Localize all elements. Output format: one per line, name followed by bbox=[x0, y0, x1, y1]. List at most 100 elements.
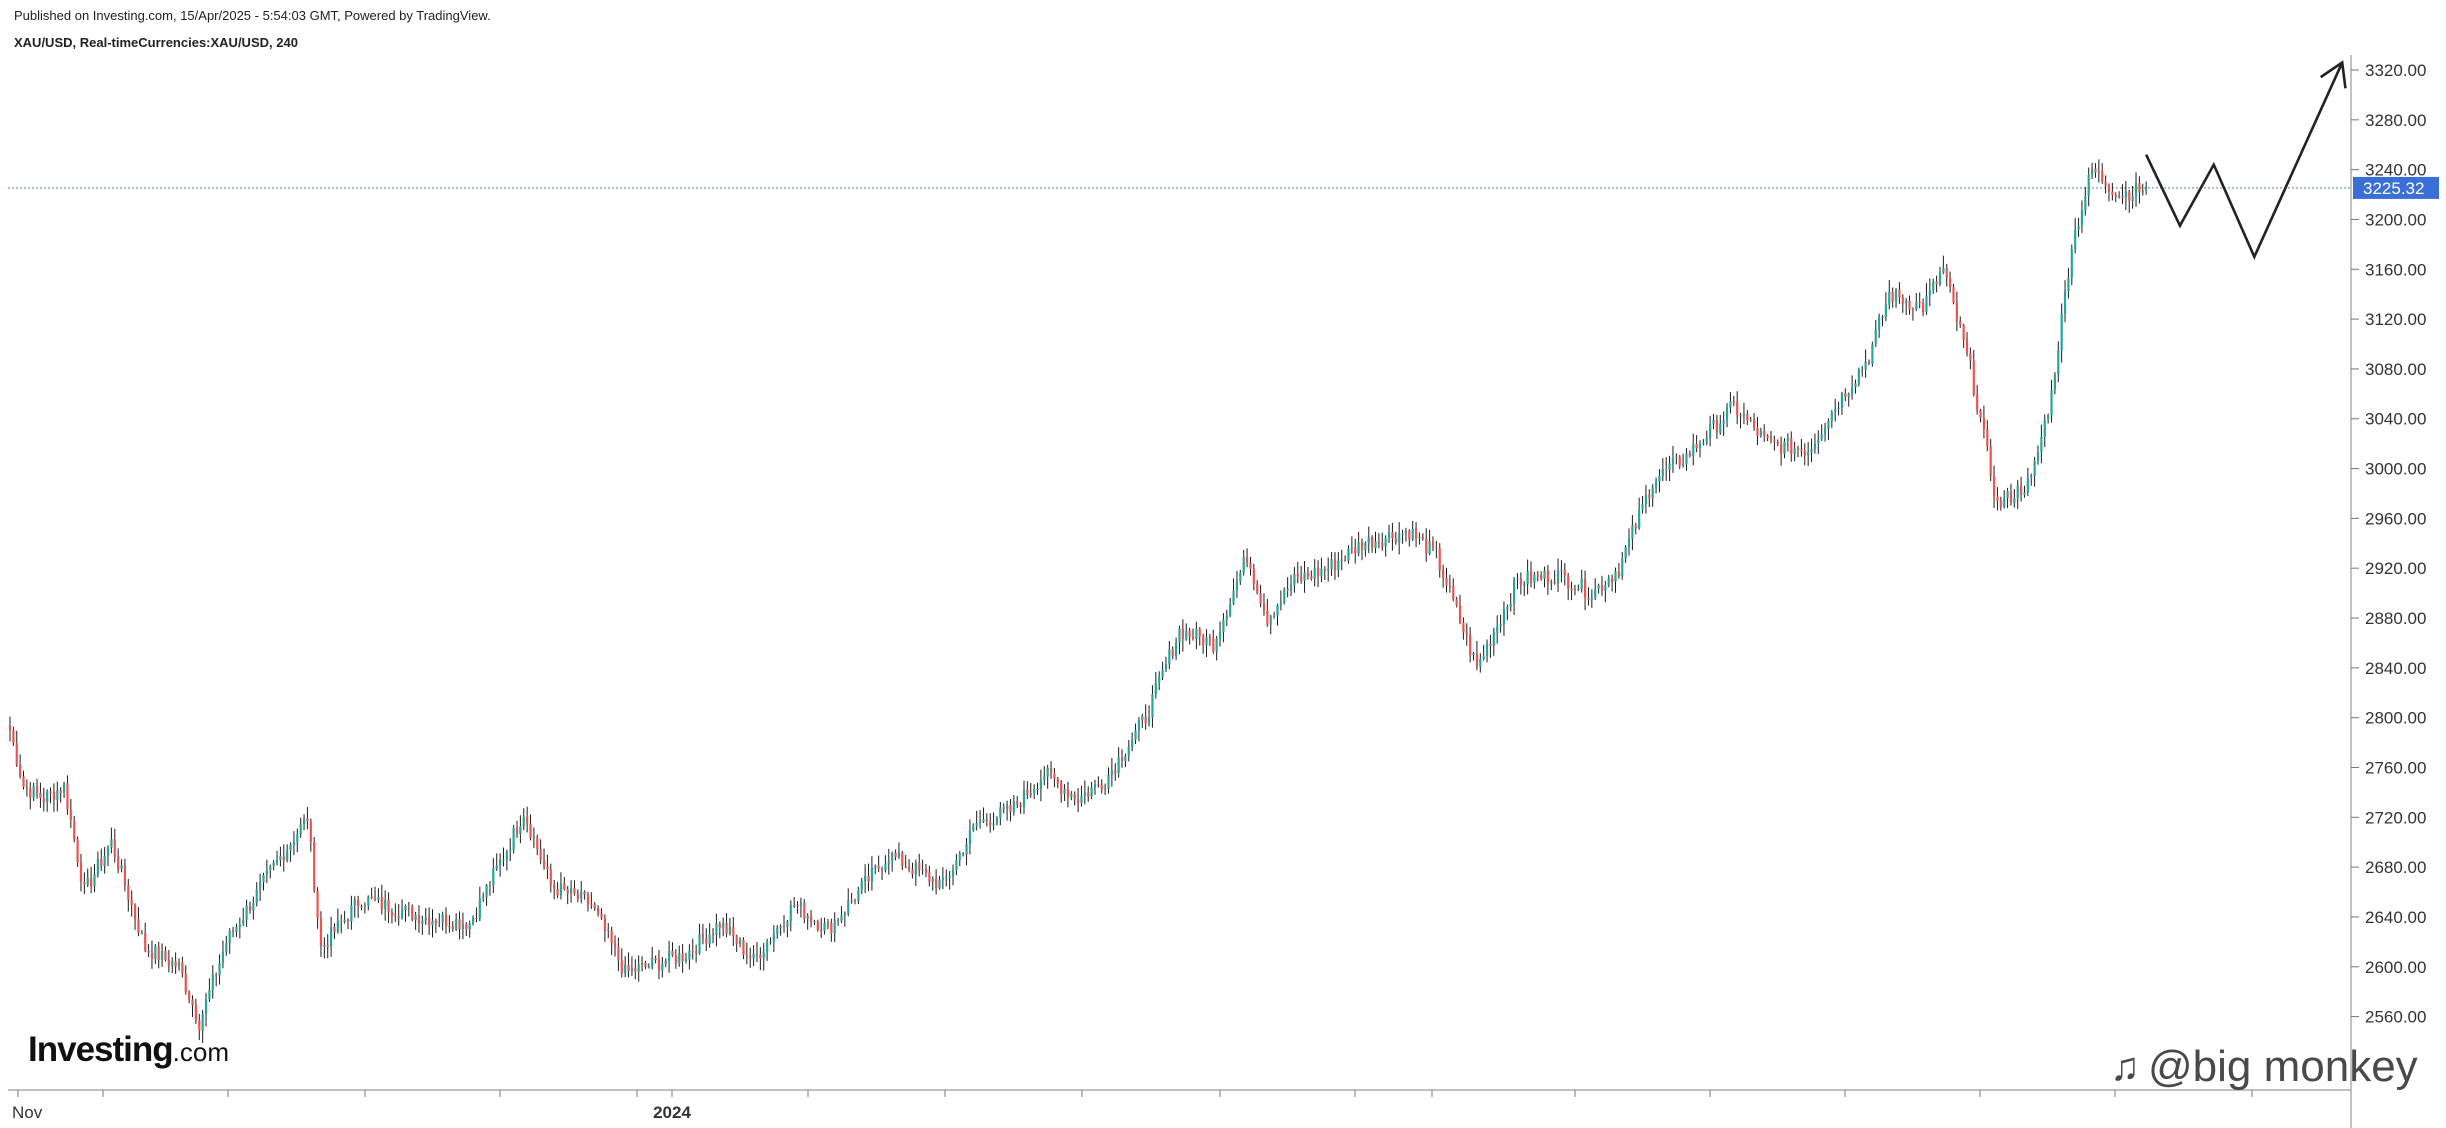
candle-up bbox=[1340, 559, 1343, 561]
candle-up bbox=[752, 953, 755, 959]
candle-up bbox=[2070, 249, 2073, 278]
candle-up bbox=[1279, 602, 1282, 606]
candle-down bbox=[1445, 577, 1448, 586]
candle-up bbox=[921, 869, 924, 871]
candle-up bbox=[255, 889, 258, 904]
symbol-title: XAU/USD, Real-timeCurrencies:XAU/USD, 24… bbox=[14, 35, 298, 50]
candle-down bbox=[1381, 542, 1384, 547]
candle-up bbox=[262, 874, 265, 883]
candle-down bbox=[59, 790, 62, 793]
candle-down bbox=[985, 819, 988, 822]
candle-down bbox=[357, 899, 360, 907]
candle-down bbox=[1171, 649, 1174, 657]
candle-down bbox=[681, 953, 684, 962]
candle-up bbox=[1533, 574, 1536, 584]
candle-down bbox=[1002, 807, 1005, 810]
candle-down bbox=[549, 869, 552, 886]
candle-down bbox=[718, 923, 721, 928]
candle-up bbox=[505, 851, 508, 860]
price-axis[interactable]: 3320.00 3280.00 3240.00 3200.00 3160.00 3120.… bbox=[2351, 61, 2439, 1027]
candle-up bbox=[975, 823, 978, 826]
candle-up bbox=[965, 844, 968, 855]
candle-down bbox=[1009, 804, 1012, 812]
candle-down bbox=[901, 852, 904, 867]
candle-down bbox=[529, 823, 532, 838]
candle-down bbox=[174, 961, 177, 967]
price-tick-label: 3200.00 bbox=[2365, 210, 2426, 229]
candle-down bbox=[191, 999, 194, 1005]
candle-down bbox=[1986, 429, 1989, 447]
candle-down bbox=[1688, 453, 1691, 457]
candle-up bbox=[1499, 624, 1502, 627]
candle-up bbox=[154, 946, 157, 960]
chart-frame bbox=[8, 55, 2352, 1128]
candle-down bbox=[853, 900, 857, 902]
candle-up bbox=[1560, 569, 1563, 571]
candle-down bbox=[1425, 538, 1428, 554]
candle-down bbox=[35, 785, 39, 793]
candle-up bbox=[1235, 581, 1239, 591]
candle-down bbox=[1191, 636, 1195, 639]
candle-down bbox=[100, 859, 103, 867]
candle-up bbox=[1823, 428, 1827, 435]
candle-up bbox=[860, 881, 863, 890]
candle-up bbox=[776, 927, 779, 935]
candle-up bbox=[2057, 350, 2060, 375]
candle-down bbox=[181, 962, 184, 974]
candle-up bbox=[512, 827, 515, 850]
candle-down bbox=[1049, 767, 1053, 774]
candle-up bbox=[1577, 589, 1580, 591]
candle-down bbox=[546, 866, 549, 870]
candle-up bbox=[972, 825, 975, 831]
candle-up bbox=[738, 939, 742, 944]
candle-down bbox=[144, 932, 147, 951]
candle-down bbox=[820, 930, 823, 932]
watermark-text: @big monkey bbox=[2148, 1042, 2418, 1091]
candle-down bbox=[566, 889, 569, 894]
candle-down bbox=[1844, 393, 1847, 397]
candle-down bbox=[867, 875, 870, 882]
candle-down bbox=[333, 927, 336, 933]
price-tick-label: 3040.00 bbox=[2365, 410, 2426, 429]
candle-up bbox=[2047, 415, 2050, 420]
time-axis[interactable]: Nov 2024 bbox=[12, 1090, 2253, 1122]
candle-down bbox=[316, 891, 319, 918]
candle-down bbox=[370, 896, 373, 898]
candle-down bbox=[742, 939, 745, 955]
candle-up bbox=[1851, 387, 1854, 394]
candle-down bbox=[1300, 576, 1303, 581]
candle-down bbox=[1918, 301, 1921, 303]
candle-down bbox=[830, 923, 833, 934]
candle-down bbox=[1611, 577, 1614, 582]
candle-down bbox=[1408, 530, 1411, 540]
candle-up bbox=[1759, 430, 1762, 437]
candle-down bbox=[1060, 782, 1063, 794]
candle-up bbox=[2016, 485, 2019, 499]
candle-down bbox=[1202, 636, 1205, 646]
candle-down bbox=[22, 776, 25, 788]
candle-up bbox=[421, 920, 424, 924]
candle-up bbox=[1671, 457, 1675, 464]
candle-up bbox=[1022, 789, 1026, 808]
candle-up bbox=[86, 877, 89, 885]
candle-down bbox=[1976, 394, 1979, 411]
candle-up bbox=[1749, 419, 1752, 421]
candle-down bbox=[1952, 287, 1955, 303]
candle-up bbox=[1597, 584, 1600, 589]
candle-up bbox=[1337, 560, 1340, 571]
candle-up bbox=[2145, 188, 2148, 191]
candle-up bbox=[1502, 609, 1506, 625]
candle-up bbox=[1644, 494, 1648, 505]
candle-up bbox=[1861, 369, 1864, 371]
candle-up bbox=[1884, 304, 1887, 317]
candle-up bbox=[1131, 739, 1134, 748]
candle-up bbox=[2131, 196, 2134, 201]
candle-up bbox=[204, 999, 208, 1015]
candle-up bbox=[2074, 229, 2077, 250]
candle-down bbox=[2138, 182, 2141, 193]
candle-up bbox=[2036, 452, 2040, 462]
candle-down bbox=[475, 917, 478, 919]
price-tick-label: 2640.00 bbox=[2365, 908, 2426, 927]
candle-up bbox=[1834, 409, 1837, 412]
